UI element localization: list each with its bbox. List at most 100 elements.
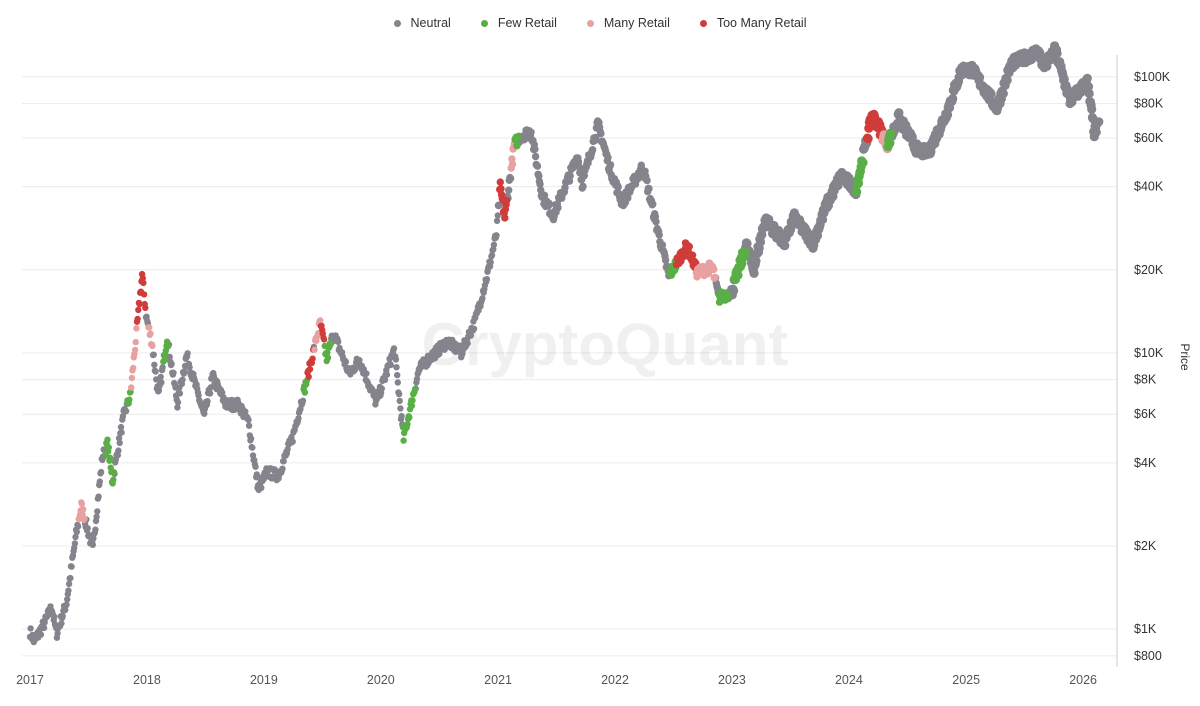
- y-axis-ticks: $800 $1K $2K $4K $6K $8K $10K $20K $40K $60K $80K $…: [1134, 70, 1171, 663]
- data-point-neutral: [176, 390, 184, 397]
- data-point-many-retail: [710, 265, 718, 274]
- y-tick-label: $2K: [1134, 539, 1157, 553]
- data-point-neutral: [150, 351, 157, 358]
- data-point-neutral: [614, 183, 622, 191]
- data-point-few-retail: [324, 349, 331, 356]
- data-point-neutral: [95, 493, 102, 500]
- data-point-neutral: [531, 152, 540, 161]
- data-point-neutral: [59, 613, 66, 620]
- data-point-neutral: [63, 596, 71, 603]
- data-point-neutral: [392, 356, 400, 363]
- y-tick-label: $4K: [1134, 456, 1157, 470]
- data-point-neutral: [92, 526, 99, 533]
- data-point-few-retail: [740, 247, 750, 257]
- data-point-neutral: [554, 204, 562, 212]
- data-point-neutral: [37, 631, 45, 638]
- data-point-few-retail: [404, 420, 411, 428]
- legend-item-few-retail[interactable]: Few Retail: [480, 16, 557, 30]
- data-point-few-retail: [724, 294, 732, 302]
- legend-item-many-retail[interactable]: Many Retail: [586, 16, 670, 30]
- data-point-neutral: [168, 360, 175, 368]
- data-point-neutral: [174, 404, 181, 411]
- data-point-neutral: [780, 241, 790, 251]
- data-point-too-many-retail: [306, 366, 314, 373]
- data-point-too-many-retail: [496, 178, 504, 186]
- data-point-neutral: [96, 478, 104, 485]
- data-point-few-retail: [858, 158, 868, 168]
- data-point-neutral: [479, 295, 486, 302]
- legend-marker-neutral: [393, 19, 401, 27]
- data-point-neutral: [363, 370, 370, 377]
- data-point-neutral: [494, 212, 501, 219]
- data-point-neutral: [645, 184, 653, 193]
- data-point-neutral: [948, 94, 958, 104]
- data-point-neutral: [117, 423, 125, 431]
- data-point-neutral: [97, 468, 105, 476]
- data-point-few-retail: [163, 338, 171, 345]
- data-point-neutral: [118, 429, 125, 436]
- x-axis-ticks: 2017 2018 2019 2020 2021 2022 2023 2024 2025 2026: [16, 673, 1097, 687]
- data-point-few-retail: [852, 187, 862, 197]
- data-point-neutral: [115, 434, 123, 442]
- data-point-neutral: [201, 410, 208, 417]
- data-point-many-retail: [133, 325, 140, 332]
- legend-marker-too-many-retail: [699, 19, 707, 27]
- data-point-neutral: [998, 89, 1008, 99]
- data-point-neutral: [566, 172, 574, 180]
- data-point-neutral: [299, 397, 307, 404]
- data-point-neutral: [986, 89, 996, 99]
- data-point-neutral: [74, 523, 82, 530]
- data-point-many-retail: [704, 269, 713, 278]
- data-point-neutral: [65, 580, 73, 588]
- data-point-neutral: [279, 465, 286, 472]
- data-point-few-retail: [513, 142, 521, 150]
- data-point-too-many-retail: [503, 196, 511, 205]
- legend-item-too-many-retail[interactable]: Too Many Retail: [699, 16, 806, 30]
- data-point-neutral: [342, 358, 350, 366]
- data-point-neutral: [527, 128, 535, 136]
- data-point-too-many-retail: [497, 185, 505, 193]
- x-tick-label: 2023: [718, 673, 746, 687]
- data-point-neutral: [592, 133, 600, 142]
- data-point-neutral: [387, 361, 394, 369]
- data-point-neutral: [68, 563, 75, 570]
- data-point-neutral: [27, 625, 34, 632]
- data-point-few-retail: [110, 469, 118, 476]
- data-point-neutral: [179, 376, 186, 383]
- data-point-neutral: [335, 338, 342, 346]
- data-point-few-retail: [164, 343, 171, 350]
- data-point-neutral: [597, 129, 605, 138]
- data-point-too-many-retail: [320, 336, 328, 343]
- data-point-neutral: [397, 405, 404, 412]
- data-point-neutral: [280, 458, 287, 465]
- data-point-neutral: [488, 251, 496, 259]
- data-point-too-many-retail: [142, 304, 149, 311]
- data-point-neutral: [71, 540, 79, 547]
- data-point-too-many-retail: [305, 373, 312, 380]
- data-point-neutral: [73, 528, 81, 536]
- data-point-neutral: [252, 463, 259, 470]
- y-tick-label: $100K: [1134, 70, 1171, 84]
- data-points: [26, 41, 1104, 646]
- data-point-few-retail: [301, 389, 309, 396]
- data-point-neutral: [58, 620, 65, 627]
- y-axis-title: Price: [1178, 343, 1192, 371]
- data-point-neutral: [151, 361, 158, 368]
- data-point-neutral: [649, 200, 657, 208]
- data-point-neutral: [170, 369, 177, 376]
- legend-item-neutral[interactable]: Neutral: [393, 16, 451, 30]
- data-point-many-retail: [711, 273, 719, 282]
- data-point-neutral: [652, 218, 660, 226]
- data-point-neutral: [396, 397, 403, 405]
- legend-label-neutral: Neutral: [410, 16, 451, 30]
- data-point-neutral: [84, 525, 91, 532]
- data-point-neutral: [561, 184, 569, 192]
- legend-label-many-retail: Many Retail: [603, 16, 670, 30]
- data-point-neutral: [487, 259, 494, 266]
- data-point-neutral: [531, 145, 539, 153]
- data-point-neutral: [398, 412, 405, 420]
- data-point-neutral: [152, 368, 159, 375]
- y-tick-label: $20K: [1134, 263, 1164, 277]
- data-point-neutral: [204, 398, 211, 405]
- data-point-neutral: [378, 385, 385, 392]
